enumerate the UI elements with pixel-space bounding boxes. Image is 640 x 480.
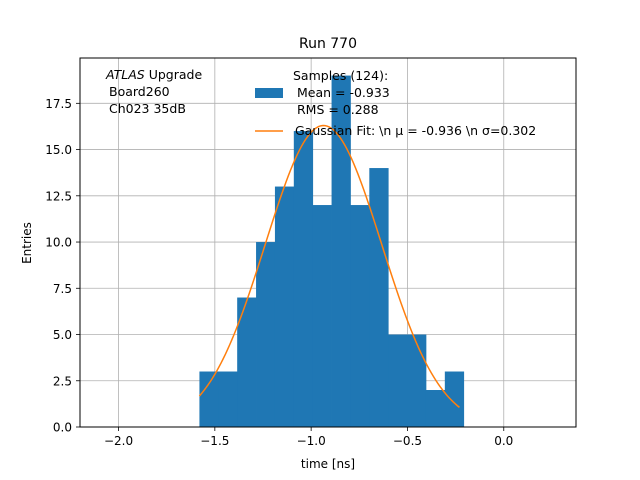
histogram-bar	[369, 168, 389, 428]
annotation-channel: Ch023 35dB	[109, 101, 186, 116]
y-tick-label: 17.5	[45, 97, 72, 111]
x-tick-label: −0.5	[393, 434, 422, 448]
legend-hist-line2: Mean = -0.933	[293, 85, 390, 100]
x-axis-label: time [ns]	[301, 457, 355, 471]
x-tick-label: −1.5	[200, 434, 229, 448]
histogram-bar	[388, 334, 408, 427]
histogram-bar	[256, 242, 276, 427]
chart-title: Run 770	[299, 36, 357, 52]
y-tick-label: 12.5	[45, 189, 72, 203]
y-axis-label: Entries	[20, 222, 34, 264]
histogram-bars	[199, 75, 465, 428]
histogram-bar	[237, 297, 257, 427]
legend: Samples (124): Mean = -0.933 RMS = 0.288…	[255, 68, 536, 138]
y-tick-label: 0.0	[53, 421, 72, 435]
x-tick-label: −2.0	[104, 434, 133, 448]
histogram-bar	[312, 205, 332, 427]
histogram-bar	[444, 371, 465, 427]
annotation-board: Board260	[109, 84, 170, 99]
y-tick-label: 15.0	[45, 143, 72, 157]
histogram-bar	[218, 371, 238, 427]
histogram-bar	[293, 131, 314, 427]
y-tick-label: 5.0	[53, 328, 72, 342]
legend-hist-line3: RMS = 0.288	[293, 102, 379, 117]
annotation-atlas: ATLAS	[105, 67, 145, 82]
histogram-bar	[331, 75, 351, 428]
fit-curve-layer	[198, 124, 460, 408]
histogram-bar	[407, 334, 427, 427]
axis-ticks: −2.0 −1.5 −1.0 −0.5 0.0 0.0 2.5 5.0 7.5 10.0 12.5 1…	[45, 97, 513, 448]
legend-hist-swatch	[255, 88, 283, 98]
y-tick-label: 2.5	[53, 374, 72, 388]
histogram-bar	[350, 205, 370, 427]
y-tick-label: 7.5	[53, 282, 72, 296]
x-tick-label: −1.0	[297, 434, 326, 448]
svg-text:ATLAS Upgrade: ATLAS Upgrade	[105, 67, 202, 82]
x-tick-label: 0.0	[494, 434, 513, 448]
histogram-bar	[274, 186, 295, 427]
atlas-annotation: ATLAS Upgrade Board260 Ch023 35dB	[105, 67, 202, 116]
gaussian-fit-curve	[198, 124, 460, 408]
annotation-upgrade: Upgrade	[145, 67, 203, 82]
plot-frame	[79, 57, 577, 428]
y-tick-label: 10.0	[45, 236, 72, 250]
histogram-bar	[199, 371, 219, 427]
histogram-bar	[425, 390, 446, 427]
legend-hist-line1: Samples (124):	[293, 68, 388, 83]
legend-fit-label: Gaussian Fit: \n μ = -0.936 \n σ=0.302	[295, 123, 536, 138]
